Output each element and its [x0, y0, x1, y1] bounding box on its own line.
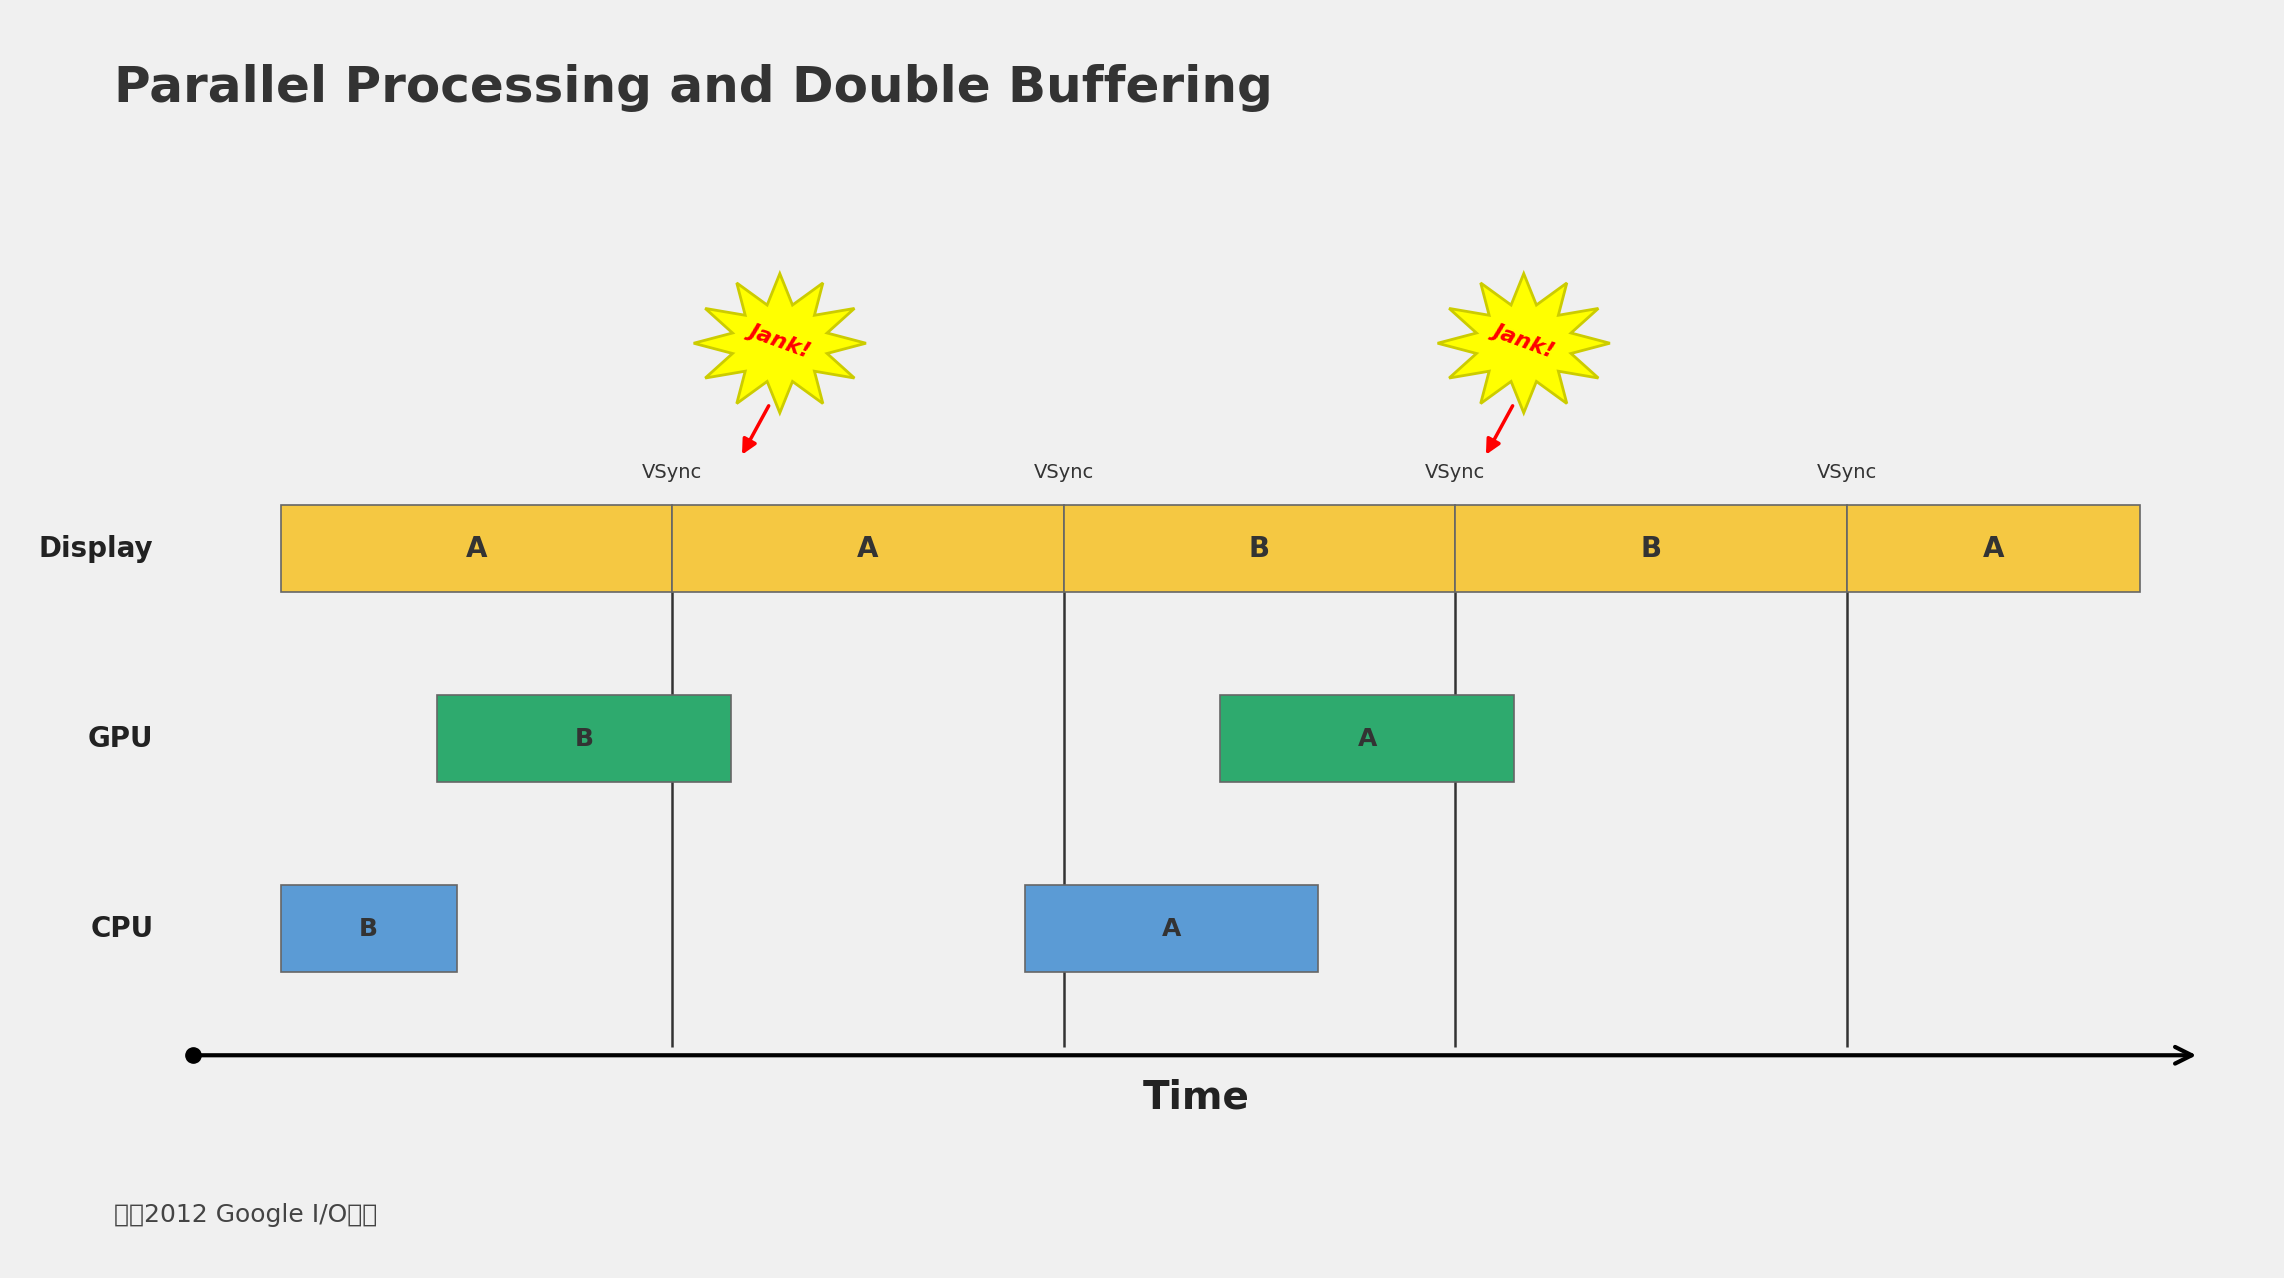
FancyBboxPatch shape	[436, 695, 731, 782]
Text: Display: Display	[39, 535, 153, 562]
FancyBboxPatch shape	[1026, 886, 1318, 973]
Text: B: B	[1249, 535, 1270, 562]
FancyBboxPatch shape	[281, 886, 457, 973]
FancyBboxPatch shape	[1848, 505, 2140, 593]
Text: VSync: VSync	[1816, 463, 1877, 482]
Text: CPU: CPU	[91, 915, 153, 943]
Polygon shape	[694, 273, 866, 413]
Text: B: B	[1640, 535, 1660, 562]
Text: A: A	[1163, 916, 1181, 941]
Text: A: A	[1357, 727, 1377, 750]
Text: GPU: GPU	[87, 725, 153, 753]
Text: Time: Time	[1142, 1079, 1249, 1117]
Text: A: A	[856, 535, 879, 562]
FancyBboxPatch shape	[671, 505, 1064, 593]
FancyBboxPatch shape	[1220, 695, 1514, 782]
Text: A: A	[466, 535, 486, 562]
Text: VSync: VSync	[1425, 463, 1485, 482]
Text: B: B	[576, 727, 594, 750]
Polygon shape	[1437, 273, 1610, 413]
Text: VSync: VSync	[642, 463, 701, 482]
Text: VSync: VSync	[1035, 463, 1094, 482]
Text: B: B	[359, 916, 379, 941]
Text: 参考2012 Google I/O大会: 参考2012 Google I/O大会	[114, 1203, 377, 1227]
Text: A: A	[1983, 535, 2005, 562]
Text: Jank!: Jank!	[747, 320, 813, 360]
Text: Jank!: Jank!	[1489, 320, 1558, 360]
FancyBboxPatch shape	[1064, 505, 1455, 593]
FancyBboxPatch shape	[1455, 505, 1848, 593]
Text: Parallel Processing and Double Buffering: Parallel Processing and Double Buffering	[114, 64, 1272, 112]
FancyBboxPatch shape	[281, 505, 671, 593]
